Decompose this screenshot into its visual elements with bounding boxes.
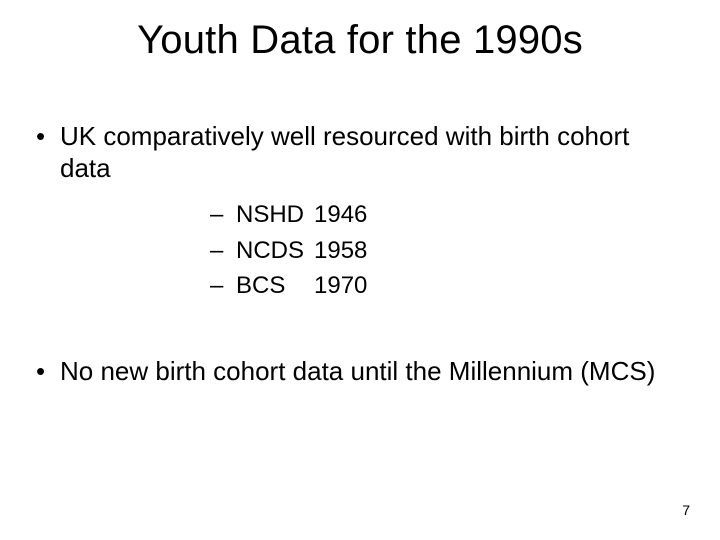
spacer: [34, 312, 686, 356]
sub-bullet-list: NSHD1946 NCDS1958 BCS1970: [210, 200, 686, 300]
slide: Youth Data for the 1990s UK comparativel…: [0, 0, 720, 540]
study-year-3: 1970: [314, 272, 367, 299]
bullet-list-2: No new birth cohort data until the Mille…: [34, 356, 686, 388]
bullet-text-1: UK comparatively well resourced with bir…: [60, 121, 629, 183]
study-name-2: NCDS: [236, 236, 314, 265]
study-year-2: 1958: [314, 237, 367, 264]
sub-bullet-2: NCDS1958: [210, 236, 686, 265]
bullet-list: UK comparatively well resourced with bir…: [34, 121, 686, 300]
study-name-1: NSHD: [236, 200, 314, 229]
bullet-text-2: No new birth cohort data until the Mille…: [60, 356, 655, 386]
page-number: 7: [682, 502, 690, 518]
bullet-item-2: No new birth cohort data until the Mille…: [34, 356, 686, 388]
study-year-1: 1946: [314, 201, 367, 228]
study-name-3: BCS: [236, 271, 314, 300]
slide-title: Youth Data for the 1990s: [34, 18, 686, 63]
slide-body: UK comparatively well resourced with bir…: [34, 121, 686, 388]
sub-bullet-3: BCS1970: [210, 271, 686, 300]
sub-bullet-1: NSHD1946: [210, 200, 686, 229]
bullet-item-1: UK comparatively well resourced with bir…: [34, 121, 686, 300]
